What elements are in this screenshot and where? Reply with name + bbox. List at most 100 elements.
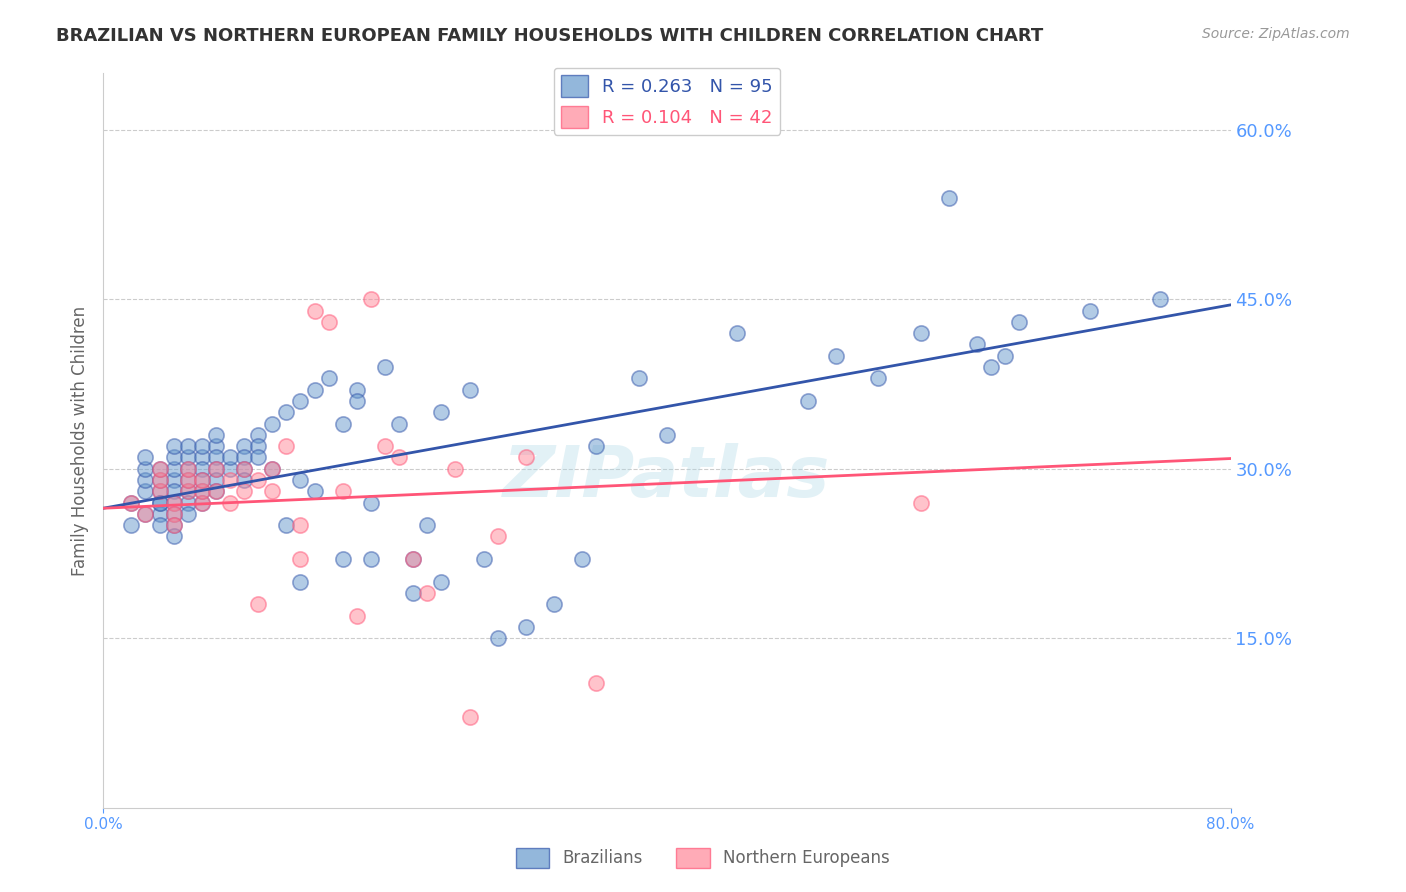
Point bbox=[205, 473, 228, 487]
Point bbox=[290, 574, 312, 589]
Point bbox=[162, 507, 184, 521]
Point bbox=[585, 676, 607, 690]
Point bbox=[247, 450, 270, 465]
Point bbox=[571, 552, 593, 566]
Point bbox=[430, 574, 453, 589]
Point bbox=[247, 597, 270, 611]
Point bbox=[374, 439, 396, 453]
Point bbox=[655, 427, 678, 442]
Point bbox=[472, 552, 495, 566]
Point bbox=[388, 450, 411, 465]
Point bbox=[1078, 303, 1101, 318]
Point bbox=[627, 371, 650, 385]
Point bbox=[290, 518, 312, 533]
Point bbox=[148, 484, 170, 499]
Point bbox=[304, 383, 326, 397]
Point bbox=[162, 518, 184, 533]
Point bbox=[332, 552, 354, 566]
Point bbox=[191, 439, 214, 453]
Point bbox=[868, 371, 890, 385]
Point bbox=[219, 495, 242, 509]
Point bbox=[205, 450, 228, 465]
Point bbox=[148, 473, 170, 487]
Point bbox=[134, 484, 156, 499]
Point bbox=[304, 484, 326, 499]
Point bbox=[825, 349, 848, 363]
Point bbox=[176, 484, 198, 499]
Point bbox=[388, 417, 411, 431]
Point bbox=[162, 529, 184, 543]
Point bbox=[360, 495, 382, 509]
Point bbox=[233, 473, 256, 487]
Point bbox=[191, 473, 214, 487]
Point bbox=[233, 461, 256, 475]
Point bbox=[191, 495, 214, 509]
Point bbox=[515, 450, 537, 465]
Point bbox=[262, 461, 284, 475]
Point bbox=[219, 461, 242, 475]
Point bbox=[205, 439, 228, 453]
Point bbox=[290, 393, 312, 408]
Point bbox=[276, 518, 298, 533]
Text: Source: ZipAtlas.com: Source: ZipAtlas.com bbox=[1202, 27, 1350, 41]
Point bbox=[148, 484, 170, 499]
Point bbox=[797, 393, 820, 408]
Point bbox=[233, 461, 256, 475]
Point bbox=[346, 608, 368, 623]
Point bbox=[262, 484, 284, 499]
Point bbox=[191, 484, 214, 499]
Point bbox=[290, 473, 312, 487]
Point bbox=[374, 359, 396, 374]
Point bbox=[247, 427, 270, 442]
Point bbox=[162, 473, 184, 487]
Point bbox=[304, 303, 326, 318]
Point bbox=[402, 586, 425, 600]
Point bbox=[233, 450, 256, 465]
Point bbox=[176, 473, 198, 487]
Point bbox=[162, 518, 184, 533]
Point bbox=[247, 473, 270, 487]
Point bbox=[162, 450, 184, 465]
Point bbox=[176, 507, 198, 521]
Point bbox=[219, 473, 242, 487]
Point bbox=[346, 393, 368, 408]
Point bbox=[416, 586, 439, 600]
Point bbox=[430, 405, 453, 419]
Point bbox=[162, 484, 184, 499]
Point bbox=[543, 597, 565, 611]
Point bbox=[176, 439, 198, 453]
Point bbox=[938, 190, 960, 204]
Point bbox=[444, 461, 467, 475]
Point bbox=[176, 484, 198, 499]
Point bbox=[148, 518, 170, 533]
Point bbox=[162, 461, 184, 475]
Point bbox=[205, 461, 228, 475]
Point bbox=[247, 439, 270, 453]
Point bbox=[1008, 315, 1031, 329]
Point bbox=[994, 349, 1017, 363]
Point bbox=[219, 450, 242, 465]
Point bbox=[191, 461, 214, 475]
Point bbox=[191, 484, 214, 499]
Point bbox=[148, 495, 170, 509]
Point bbox=[486, 529, 509, 543]
Point bbox=[910, 495, 932, 509]
Point bbox=[966, 337, 988, 351]
Point bbox=[980, 359, 1002, 374]
Point bbox=[191, 450, 214, 465]
Point bbox=[290, 552, 312, 566]
Point bbox=[176, 450, 198, 465]
Point bbox=[120, 495, 142, 509]
Legend: R = 0.263   N = 95, R = 0.104   N = 42: R = 0.263 N = 95, R = 0.104 N = 42 bbox=[554, 68, 780, 135]
Point bbox=[402, 552, 425, 566]
Point bbox=[318, 371, 340, 385]
Point bbox=[416, 518, 439, 533]
Point bbox=[276, 439, 298, 453]
Point bbox=[176, 461, 198, 475]
Point bbox=[120, 495, 142, 509]
Point bbox=[262, 461, 284, 475]
Point bbox=[276, 405, 298, 419]
Point bbox=[134, 507, 156, 521]
Text: ZIPatlas: ZIPatlas bbox=[503, 442, 831, 512]
Point bbox=[332, 484, 354, 499]
